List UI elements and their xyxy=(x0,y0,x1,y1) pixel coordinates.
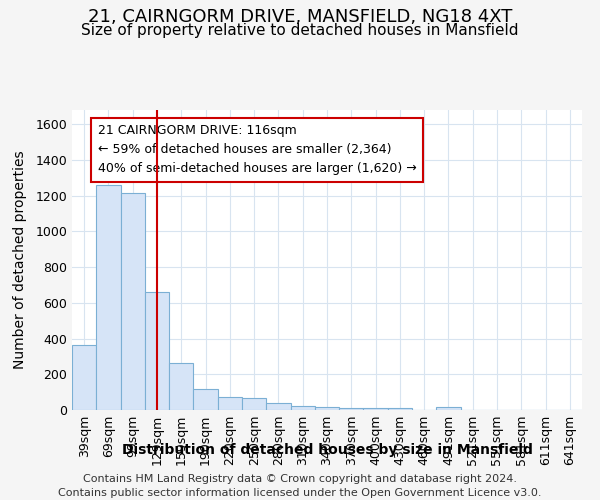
Bar xyxy=(218,396,242,410)
Bar xyxy=(266,403,290,410)
Bar xyxy=(436,407,461,410)
Bar xyxy=(339,408,364,410)
Bar xyxy=(121,193,145,410)
Text: Size of property relative to detached houses in Mansfield: Size of property relative to detached ho… xyxy=(81,22,519,38)
Text: 21, CAIRNGORM DRIVE, MANSFIELD, NG18 4XT: 21, CAIRNGORM DRIVE, MANSFIELD, NG18 4XT xyxy=(88,8,512,26)
Bar xyxy=(96,185,121,410)
Bar xyxy=(193,388,218,410)
Y-axis label: Number of detached properties: Number of detached properties xyxy=(13,150,27,370)
Bar xyxy=(169,362,193,410)
Bar xyxy=(72,345,96,410)
Bar xyxy=(364,408,388,410)
Text: 21 CAIRNGORM DRIVE: 116sqm
← 59% of detached houses are smaller (2,364)
40% of s: 21 CAIRNGORM DRIVE: 116sqm ← 59% of deta… xyxy=(97,124,416,176)
Text: Contains HM Land Registry data © Crown copyright and database right 2024.
Contai: Contains HM Land Registry data © Crown c… xyxy=(58,474,542,498)
Text: Distribution of detached houses by size in Mansfield: Distribution of detached houses by size … xyxy=(122,443,532,457)
Bar xyxy=(242,398,266,410)
Bar xyxy=(145,292,169,410)
Bar xyxy=(388,408,412,410)
Bar xyxy=(315,408,339,410)
Bar xyxy=(290,406,315,410)
